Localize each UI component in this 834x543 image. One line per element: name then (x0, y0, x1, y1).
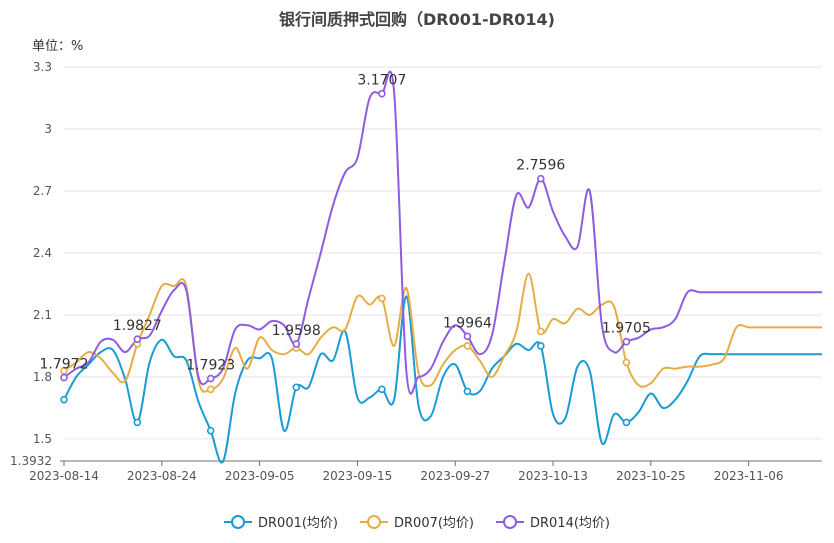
data-labels: 1.7972 1.9827 1.7923 1.9598 3.1707 1.9964 2.75… (40, 73, 651, 374)
x-tick-label: 2023-10-25 (616, 469, 686, 483)
series-3-point[interactable] (463, 332, 472, 341)
data-label: 1.9827 (113, 318, 162, 334)
series-1-point[interactable] (206, 426, 215, 435)
y-tick-label: 1.8 (33, 370, 52, 384)
legend-swatch-icon (496, 514, 524, 529)
series-1-point[interactable] (537, 342, 545, 350)
data-label: 1.7972 (40, 357, 89, 373)
series-3-point[interactable] (206, 374, 215, 383)
x-tick-label: 2023-11-06 (714, 469, 784, 483)
series-3-point[interactable] (133, 335, 142, 343)
y-tick-label: 1.3932 (10, 454, 52, 468)
unit-label: 单位：% (32, 39, 84, 54)
y-axis-ticks: 1.3932 1.5 1.8 2.1 2.4 2.7 3 3.3 (10, 60, 52, 468)
series-3-point[interactable] (292, 340, 301, 348)
legend-item-1[interactable]: DR001(均价) (224, 512, 338, 531)
series-2-point[interactable] (537, 327, 545, 336)
series-3-point[interactable] (60, 373, 68, 382)
series-2-point[interactable] (378, 294, 386, 303)
series-1-point[interactable] (133, 418, 142, 427)
legend: DR001(均价) DR007(均价) DR014(均价) (0, 512, 834, 531)
legend-swatch-icon (224, 514, 252, 529)
x-tick-label: 2023-08-24 (127, 469, 197, 483)
series-1-point[interactable] (292, 383, 301, 392)
series-3-point[interactable] (378, 89, 386, 98)
series-line-1 (63, 295, 822, 464)
series-3-point[interactable] (622, 337, 631, 346)
y-tick-label: 3.3 (33, 60, 52, 74)
data-label: 1.9705 (602, 321, 651, 337)
grid-lines (64, 66, 822, 440)
series-1-point[interactable] (60, 395, 68, 404)
x-tick-label: 2023-09-15 (323, 469, 393, 483)
series-2-point[interactable] (206, 385, 215, 394)
data-label: 1.9964 (443, 315, 492, 331)
legend-label: DR007(均价) (394, 516, 474, 531)
x-axis: 2023-08-14 2023-08-24 2023-09-05 2023-09-15… (29, 460, 822, 483)
series-1-point[interactable] (622, 418, 631, 427)
data-label: 2.7596 (516, 158, 565, 174)
y-tick-label: 3 (44, 122, 52, 136)
y-tick-label: 2.1 (33, 308, 52, 322)
x-tick-label: 2023-09-05 (225, 469, 295, 483)
data-label: 1.9598 (272, 323, 321, 339)
x-tick-label: 2023-08-14 (29, 469, 99, 483)
legend-label: DR014(均价) (530, 516, 610, 531)
y-tick-label: 2.4 (33, 246, 52, 260)
x-tick-label: 2023-09-27 (420, 469, 490, 483)
x-tick-label: 2023-10-13 (518, 469, 588, 483)
series-2-point[interactable] (622, 358, 631, 367)
chart-title: 银行间质押式回购（DR001-DR014) (279, 10, 555, 29)
data-label: 3.1707 (357, 73, 406, 89)
series-1-point[interactable] (463, 387, 472, 396)
legend-swatch-icon (360, 514, 388, 529)
y-tick-label: 1.5 (33, 432, 52, 446)
legend-item-2[interactable]: DR007(均价) (360, 512, 474, 531)
legend-label: DR001(均价) (258, 516, 338, 531)
y-tick-label: 2.7 (33, 184, 52, 198)
series-2-point[interactable] (463, 342, 472, 350)
legend-item-3[interactable]: DR014(均价) (496, 512, 610, 531)
series-markers (60, 89, 631, 435)
series-line-3 (63, 70, 822, 395)
series-3-point[interactable] (537, 174, 545, 183)
series-lines (63, 70, 822, 464)
data-label: 1.7923 (186, 358, 235, 374)
series-1-point[interactable] (378, 385, 386, 394)
